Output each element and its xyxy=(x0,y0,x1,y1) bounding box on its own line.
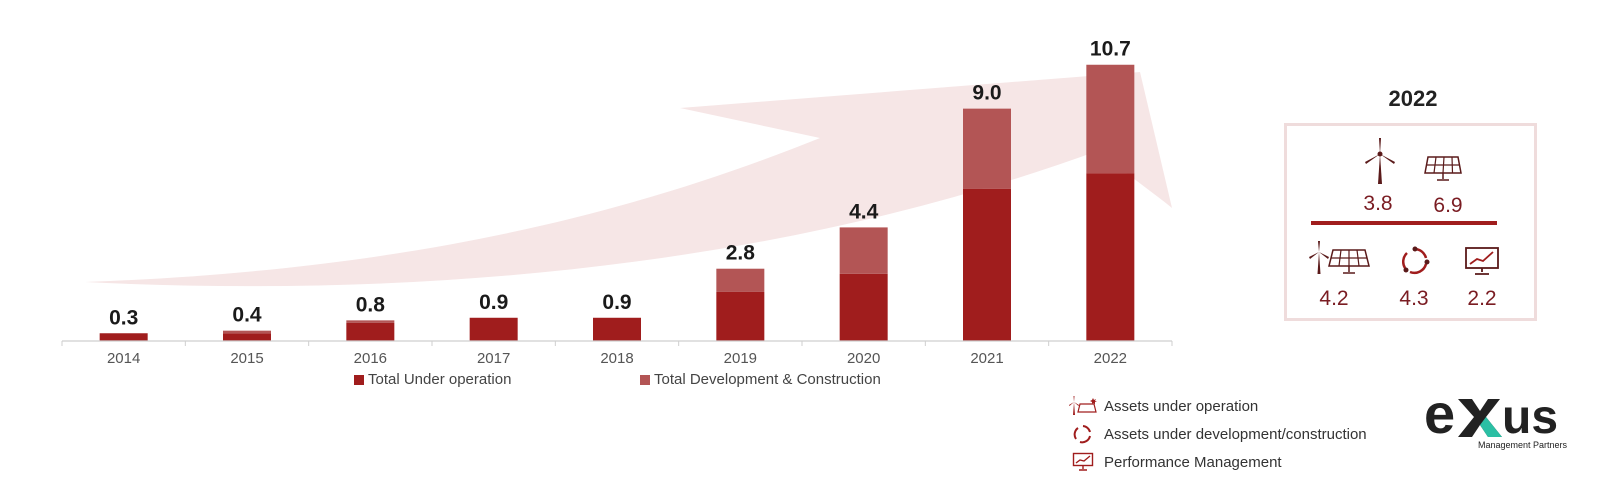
bar-operation-2020 xyxy=(839,273,888,341)
side-legend-label-operation: Assets under operation xyxy=(1104,397,1259,415)
tick-label-group: 2014 2015 2016 2017 2018 2019 2020 2021 2022 xyxy=(107,350,1127,367)
total-data-label: 0.3 xyxy=(109,306,138,329)
bar-development-2020 xyxy=(839,227,888,274)
bar-development-2015 xyxy=(223,330,271,334)
panel-top-value-1: 6.9 xyxy=(1433,194,1463,217)
panel-divider xyxy=(1311,221,1497,225)
total-data-label: 0.9 xyxy=(479,291,508,314)
panel-top-value-0: 3.8 xyxy=(1363,192,1393,215)
bar-development-2022 xyxy=(1086,64,1135,174)
total-data-label: 4.4 xyxy=(849,200,879,223)
legend-swatch-operation xyxy=(354,374,364,385)
breakdown-panel xyxy=(1284,123,1537,321)
panel-bottom-value-2: 2.2 xyxy=(1467,287,1497,310)
bar-operation-2016 xyxy=(346,322,395,341)
total-label-group: 0.3 0.4 0.8 0.9 0.9 2.8 4.4 9.0 10.7 xyxy=(109,38,1131,330)
svg-text:Management Partners: Management Partners xyxy=(1478,440,1568,450)
total-data-label: 0.4 xyxy=(232,304,262,327)
cycle-arrows-icon xyxy=(1073,425,1091,444)
side-legend-item-performance: Performance Management xyxy=(1068,452,1282,472)
total-data-label: 9.0 xyxy=(972,82,1001,105)
panel-year: 2022 xyxy=(1388,86,1438,111)
wind-solar-icon xyxy=(1309,241,1370,274)
x-tick-label: 2021 xyxy=(970,350,1003,367)
total-data-label: 0.9 xyxy=(602,291,631,314)
x-tick-label: 2020 xyxy=(847,350,880,367)
bar-operation-2014 xyxy=(99,333,148,341)
side-legend-item-development: Assets under development/construction xyxy=(1068,424,1367,444)
svg-text:us: us xyxy=(1502,391,1558,444)
bar-operation-2019 xyxy=(716,291,765,341)
panel-bottom-value-0: 4.2 xyxy=(1319,287,1349,310)
x-tick-label: 2016 xyxy=(354,350,387,367)
growth-arrow-shape xyxy=(85,72,1172,287)
wind-turbine-icon xyxy=(1365,138,1395,184)
svg-text:e: e xyxy=(1424,385,1455,445)
side-legend-item-operation: Assets under operation xyxy=(1068,396,1258,416)
bar-operation-2021 xyxy=(963,188,1011,341)
wind-solar-icon xyxy=(1069,396,1097,415)
x-tick-label: 2014 xyxy=(107,350,140,367)
x-tick-label: 2019 xyxy=(724,350,757,367)
bar-operation-2017 xyxy=(469,317,518,341)
cycle-arrows-icon xyxy=(1402,246,1430,275)
x-tick-label: 2015 xyxy=(230,350,263,367)
panel-bottom-value-1: 4.3 xyxy=(1399,287,1429,310)
total-data-label: 0.8 xyxy=(356,293,386,316)
legend-label-development: Total Development & Construction xyxy=(654,371,881,388)
total-data-label: 10.7 xyxy=(1090,38,1131,61)
bar-operation-2022 xyxy=(1086,173,1135,341)
legend-item-operation: Total Under operation xyxy=(354,371,511,388)
solar-panel-icon xyxy=(1424,156,1462,181)
x-tick-label: 2022 xyxy=(1094,350,1127,367)
bars-group xyxy=(99,64,1135,341)
side-legend-label-development: Assets under development/construction xyxy=(1104,425,1367,443)
tick-group xyxy=(61,341,1173,346)
monitor-chart-icon xyxy=(1072,452,1094,471)
legend-label-operation: Total Under operation xyxy=(368,371,512,388)
bar-development-2019 xyxy=(716,268,765,292)
x-tick-label: 2018 xyxy=(600,350,633,367)
legend-item-development: Total Development & Construction xyxy=(640,371,881,388)
total-data-label: 2.8 xyxy=(726,242,756,265)
bar-development-2016 xyxy=(346,320,395,323)
bar-operation-2015 xyxy=(223,333,271,341)
side-legend-label-performance: Performance Management xyxy=(1104,453,1282,471)
bar-development-2021 xyxy=(963,108,1011,189)
bar-operation-2018 xyxy=(593,317,641,341)
exus-logo: e us Management Partners xyxy=(1424,385,1568,450)
monitor-chart-icon xyxy=(1465,247,1499,275)
legend-swatch-development xyxy=(640,374,650,385)
x-tick-label: 2017 xyxy=(477,350,510,367)
